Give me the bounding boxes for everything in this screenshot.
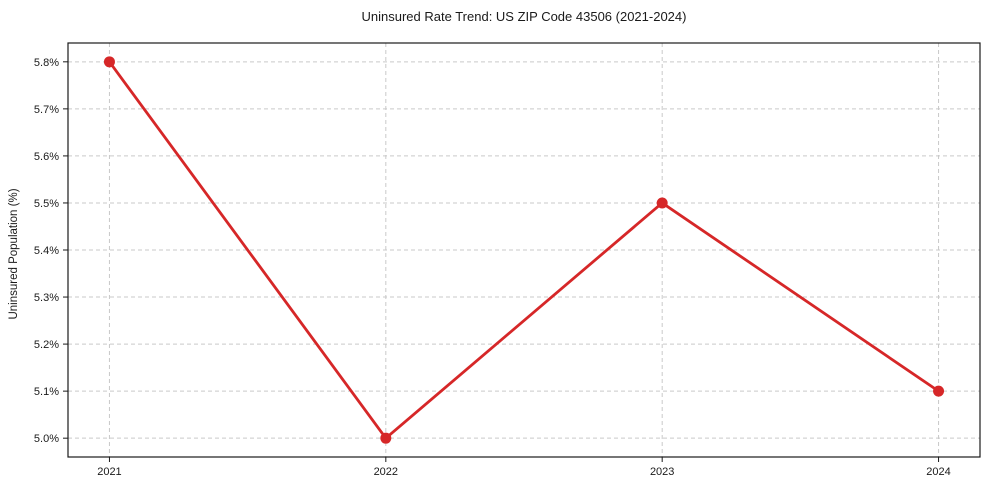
y-tick-label: 5.5% [34,198,59,210]
trend-line [108,60,940,440]
y-tick-label: 5.0% [34,433,59,445]
data-point [103,56,115,68]
chart-title: Uninsured Rate Trend: US ZIP Code 43506 … [361,9,687,24]
y-tick-label: 5.2% [34,339,59,351]
y-tick-label: 5.7% [34,104,59,116]
y-tick-label: 5.4% [34,245,59,257]
x-tick-label: 2023 [650,466,674,478]
data-point [656,197,668,209]
x-tick-label: 2022 [374,466,398,478]
data-point [380,432,392,444]
data-point [933,385,945,397]
x-tick-label: 2021 [97,466,121,478]
y-tick-label: 5.1% [34,386,59,398]
y-tick-label: 5.8% [34,57,59,69]
y-tick-label: 5.6% [34,151,59,163]
x-tick-label: 2024 [926,466,950,478]
y-tick-label: 5.3% [34,292,59,304]
